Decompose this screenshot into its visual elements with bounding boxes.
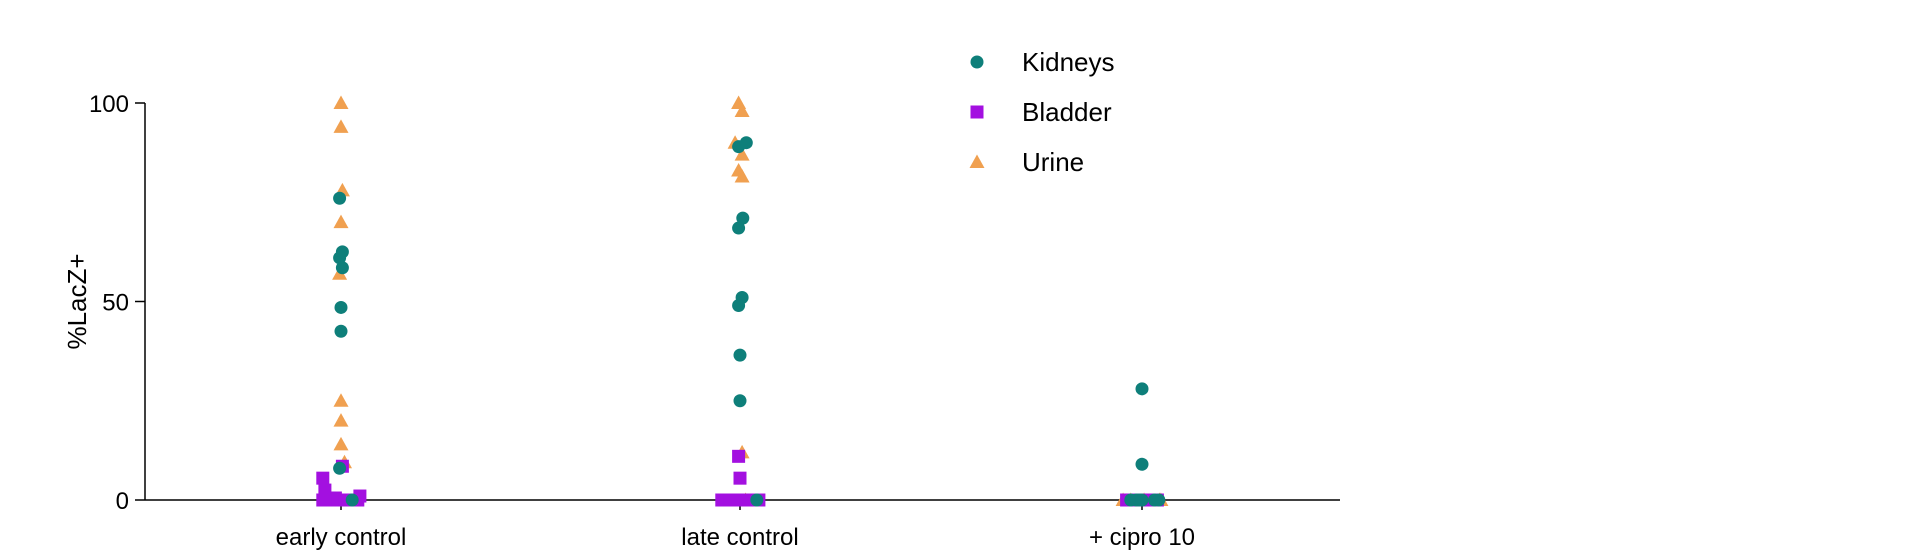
kidneys-point <box>335 261 349 275</box>
legend-marker-kidneys <box>970 55 984 69</box>
legend-label-bladder: Bladder <box>1022 97 1112 127</box>
kidneys-point <box>1135 493 1149 507</box>
kidneys-point <box>345 493 359 507</box>
legend-item-urine: Urine <box>969 147 1084 177</box>
y-axis-title: %LacZ+ <box>62 253 92 349</box>
series-kidneys <box>333 136 1166 507</box>
urine-point <box>333 214 349 229</box>
x-tick-label: late control <box>681 524 798 551</box>
urine-point <box>734 168 750 183</box>
bladder-point <box>732 449 746 463</box>
kidneys-point <box>733 394 747 408</box>
urine-point <box>333 95 349 109</box>
kidneys-point <box>736 211 750 225</box>
kidneys-point <box>333 191 347 205</box>
urine-point <box>333 436 349 451</box>
axes: 0 50 100 early control late control + cipro … <box>62 91 1340 551</box>
kidneys-point <box>334 324 348 338</box>
kidneys-point <box>733 348 747 362</box>
y-tick-label: 0 <box>116 488 129 515</box>
legend: Kidneys Bladder Urine <box>969 47 1115 177</box>
urine-point <box>333 119 349 133</box>
kidneys-point <box>335 245 349 259</box>
x-ticks: early control late control + cipro 10 <box>276 500 1195 551</box>
y-tick-label: 100 <box>89 91 129 118</box>
kidneys-point <box>750 493 764 507</box>
bladder-point <box>316 471 330 485</box>
legend-item-kidneys: Kidneys <box>970 47 1115 77</box>
x-tick-label: + cipro 10 <box>1089 524 1195 551</box>
urine-point <box>333 393 349 407</box>
legend-label-urine: Urine <box>1022 147 1084 177</box>
y-tick-label: 50 <box>102 290 129 317</box>
kidneys-point <box>732 298 746 312</box>
data-points <box>316 95 1169 507</box>
urine-point <box>734 103 750 117</box>
kidneys-point <box>1135 457 1149 471</box>
series-bladder <box>316 449 1164 507</box>
kidneys-point <box>334 300 348 314</box>
x-tick-label: early control <box>276 524 407 551</box>
legend-item-bladder: Bladder <box>970 97 1112 127</box>
legend-marker-bladder <box>970 105 984 119</box>
urine-point <box>734 147 750 161</box>
kidneys-point <box>1152 493 1166 507</box>
legend-marker-urine <box>969 154 985 168</box>
kidneys-point <box>1135 382 1149 396</box>
legend-label-kidneys: Kidneys <box>1022 47 1115 77</box>
bladder-point <box>733 471 747 485</box>
kidneys-point <box>739 136 753 150</box>
kidneys-point <box>333 461 347 475</box>
y-ticks: 0 50 100 <box>89 91 145 515</box>
urine-point <box>333 413 349 427</box>
kidneys-point <box>732 221 746 235</box>
